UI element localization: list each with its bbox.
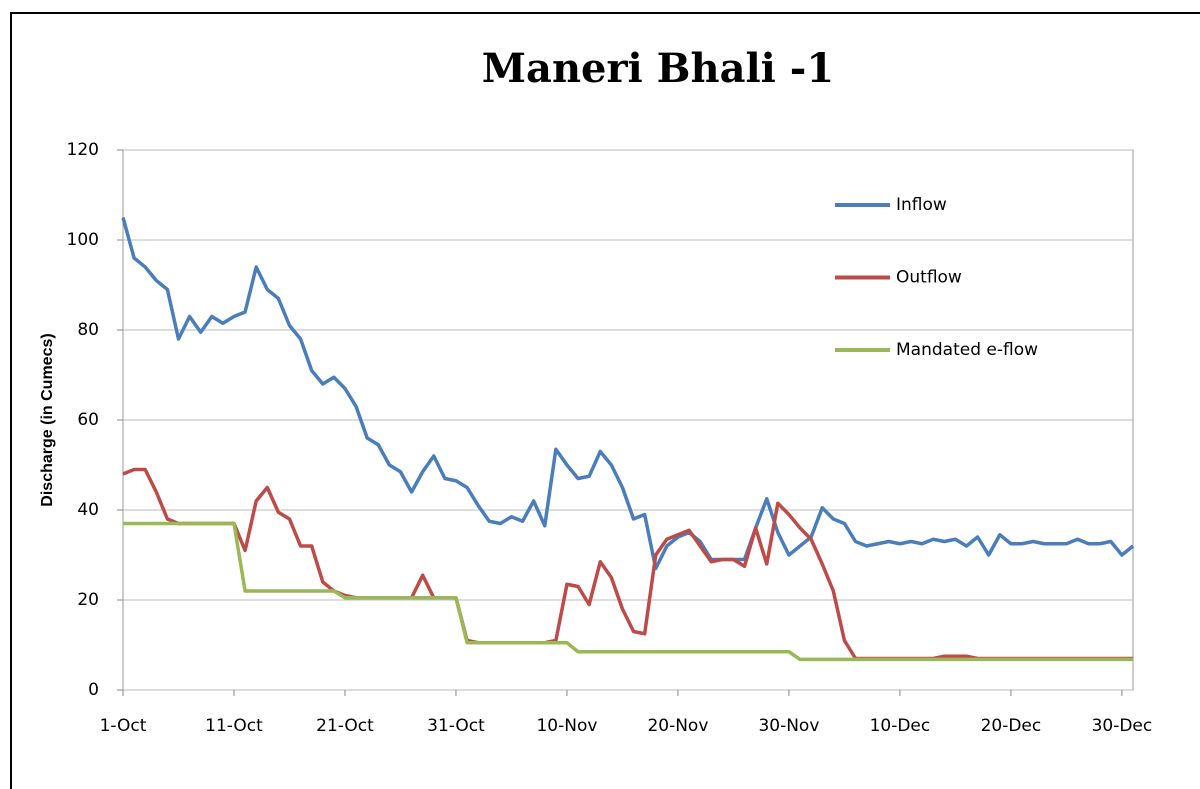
x-tick-label: 30-Dec	[1092, 716, 1153, 736]
x-tick-label: 21-Oct	[316, 716, 374, 736]
line-series	[122, 467, 1133, 661]
y-tick-label: 0	[88, 680, 99, 700]
x-tick-label: 10-Nov	[536, 716, 597, 736]
x-tick-label: 10-Dec	[870, 716, 931, 736]
line-series	[121, 217, 1135, 571]
y-tick-label: 80	[77, 320, 99, 340]
x-tick-label: 20-Nov	[647, 716, 708, 736]
line-series	[123, 521, 1133, 662]
legend-label: Inflow	[896, 195, 947, 215]
y-tick-label: 60	[77, 410, 99, 430]
legend-label: Mandated e-flow	[896, 340, 1038, 360]
frame	[10, 12, 1200, 789]
x-tick-label: 1-Oct	[100, 716, 147, 736]
y-axis-label: Discharge (in Cumecs)	[39, 333, 56, 506]
legend-label: Outflow	[896, 268, 962, 288]
chart-title: Maneri Bhali -1	[482, 45, 834, 92]
y-tick-label: 100	[67, 230, 99, 250]
y-tick-label: 20	[77, 590, 99, 610]
x-tick-label: 11-Oct	[205, 716, 263, 736]
y-tick-label: 40	[77, 500, 99, 520]
y-tick-label: 120	[67, 140, 99, 160]
x-tick-label: 20-Dec	[981, 716, 1042, 736]
x-tick-label: 30-Nov	[758, 716, 819, 736]
x-tick-label: 31-Oct	[427, 716, 485, 736]
